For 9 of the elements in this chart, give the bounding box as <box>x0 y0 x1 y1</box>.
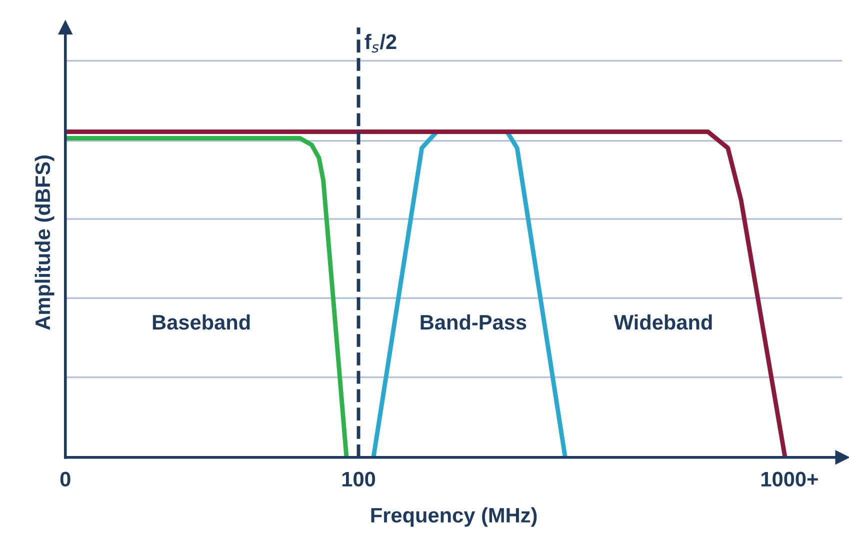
annotation: Band-Pass <box>420 314 526 330</box>
x-tick-label: 0 <box>60 472 70 487</box>
x-tick-label: 1000+ <box>762 472 818 487</box>
x-axis-title: Frequency (MHz) <box>371 507 537 527</box>
annotation: Baseband <box>152 314 250 330</box>
y-axis-title: Amplitude (dBFS) <box>34 156 54 330</box>
ref-line-label: f$_{s}$/2 <box>364 34 396 53</box>
x-tick-label: 100 <box>342 472 376 487</box>
annotation: Wideband <box>614 314 712 330</box>
